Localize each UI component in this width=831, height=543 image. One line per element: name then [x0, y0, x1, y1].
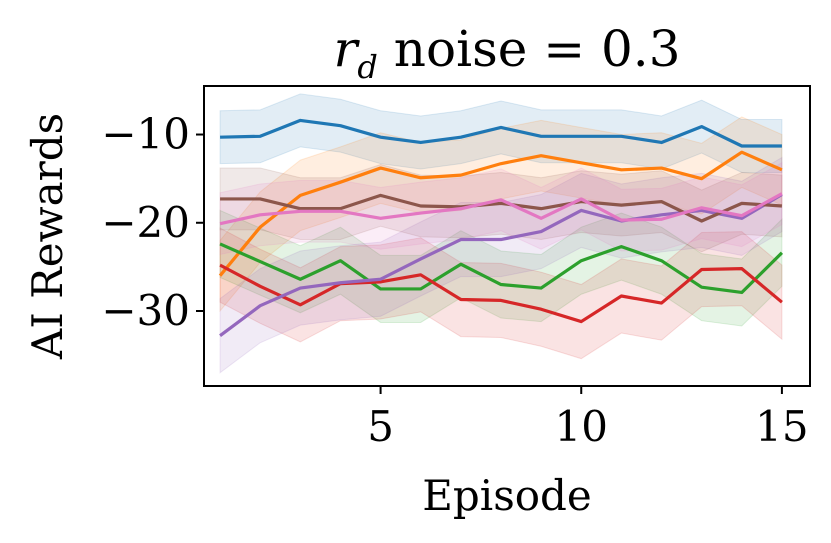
title-rest: noise = 0.3 — [378, 20, 681, 78]
series-6-band — [219, 164, 783, 253]
series-3-line — [219, 242, 784, 295]
y-tick-label: −10 — [101, 110, 190, 159]
x-tick-label: 15 — [755, 402, 808, 451]
series-6-line — [220, 193, 783, 223]
series-1-line — [220, 118, 782, 148]
series-5-band — [219, 156, 783, 374]
series-7-band — [219, 161, 783, 256]
x-tick-label: 10 — [555, 402, 608, 451]
title-variable: r — [333, 20, 360, 78]
series-1-band — [219, 93, 783, 173]
series-4-line — [219, 263, 783, 324]
y-axis-ticks: −10 −20 −30 — [101, 110, 204, 335]
x-tick-label: 5 — [367, 402, 394, 451]
series-4-band — [219, 227, 783, 360]
x-axis-label: Episode — [422, 471, 592, 520]
confidence-bands — [219, 93, 783, 374]
chart-title: rd noise = 0.3 — [333, 20, 680, 86]
title-subscript: d — [357, 48, 377, 86]
x-axis-ticks: 5 10 15 — [367, 386, 809, 451]
series-7-line — [219, 192, 783, 226]
y-tick-label: −30 — [101, 286, 190, 335]
plot-frame — [203, 85, 811, 387]
series-3-band — [219, 209, 783, 327]
series-2-line — [218, 150, 783, 277]
y-axis-label: AI Rewards — [23, 113, 72, 360]
series-lines — [218, 118, 784, 337]
y-tick-label: −20 — [101, 198, 190, 247]
